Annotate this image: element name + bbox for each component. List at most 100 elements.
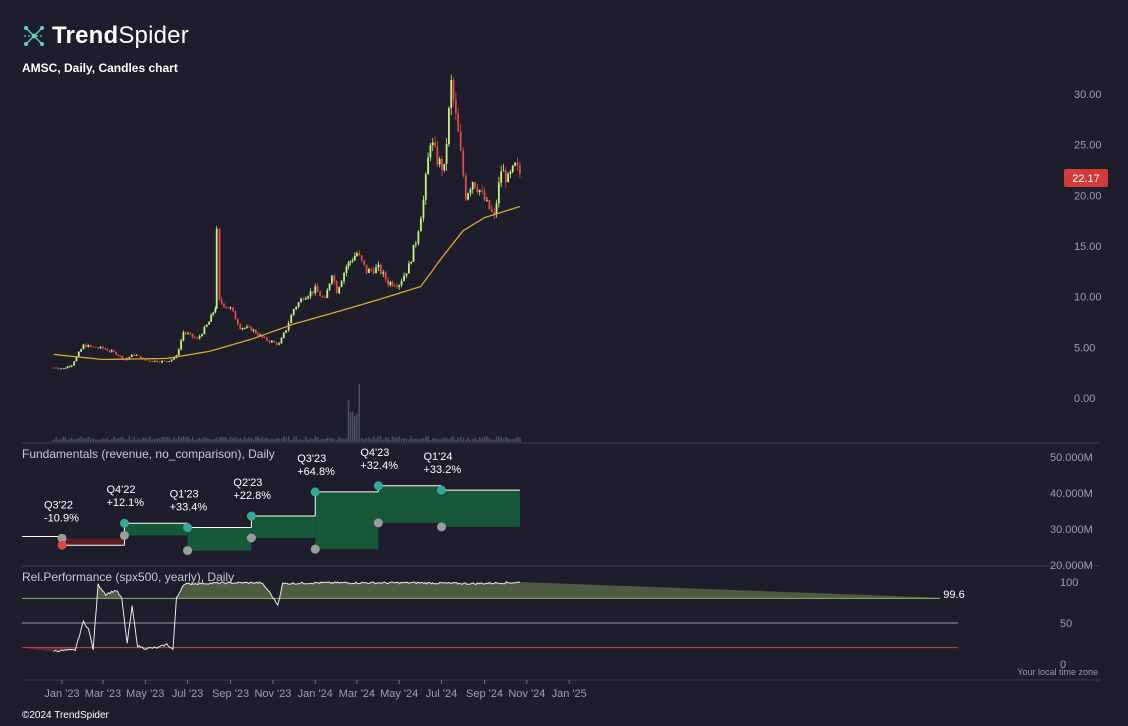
volume-bar <box>434 437 436 442</box>
volume-bar <box>324 438 326 442</box>
candle-body <box>158 361 161 363</box>
candle-body <box>431 142 434 146</box>
volume-bar <box>113 436 115 442</box>
fund-quarter-label: Q3'22 <box>44 499 73 511</box>
brand-name: TrendSpider <box>52 22 189 49</box>
volume-bar <box>384 437 387 442</box>
volume-bar <box>321 438 324 442</box>
chart-title: AMSC, Daily, Candles chart <box>22 61 178 75</box>
fund-step-area <box>378 485 442 523</box>
volume-bar <box>170 439 173 442</box>
candle-body <box>476 187 479 193</box>
candle-body <box>139 356 142 360</box>
volume-bar <box>121 436 124 442</box>
x-tick-label: Sep '24 <box>466 688 503 700</box>
fund-step-area <box>124 523 188 536</box>
volume-bar <box>314 436 317 442</box>
candle-body <box>403 275 405 282</box>
candle-body <box>149 360 151 362</box>
volume-bar <box>443 437 446 442</box>
rel-y-tick: 100 <box>1060 577 1078 589</box>
fund-step-area <box>187 527 252 551</box>
candle-body <box>343 273 345 282</box>
candle-body <box>87 345 90 348</box>
candle-body <box>106 349 109 351</box>
volume-bar <box>474 437 476 442</box>
volume-bar <box>77 438 80 442</box>
volume-bar <box>450 437 453 442</box>
candle-body <box>187 333 189 335</box>
candle-body <box>347 262 350 267</box>
volume-bar <box>128 436 131 442</box>
volume-bar <box>488 438 491 442</box>
candle-body <box>330 275 333 284</box>
volume-bar <box>448 439 450 442</box>
candle-body <box>358 253 361 256</box>
volume-bar <box>412 439 415 442</box>
candle-body <box>270 340 273 343</box>
volume-bar <box>375 438 377 442</box>
volume-bar <box>403 437 405 442</box>
candle-body <box>481 190 483 192</box>
candle-body <box>328 283 331 291</box>
candle-body <box>427 157 429 175</box>
candle-body <box>128 357 131 359</box>
candle-body <box>488 199 491 210</box>
volume-bar <box>285 437 287 442</box>
candle-body <box>365 264 368 273</box>
candle-body <box>85 344 87 348</box>
candle-body <box>370 269 373 271</box>
candle-body <box>57 368 60 370</box>
candle-body <box>234 311 237 320</box>
volume-bar <box>182 436 185 442</box>
x-tick-label: Jul '23 <box>172 688 203 700</box>
candle-body <box>422 199 425 219</box>
candle-body <box>218 228 221 300</box>
candle-body <box>110 350 113 352</box>
candle-body <box>252 329 255 331</box>
fund-prior-marker <box>183 546 193 556</box>
price-y-tick: 10.00 <box>1074 292 1102 304</box>
candle-body <box>223 303 225 307</box>
candle-body <box>483 191 486 201</box>
candle-body <box>189 333 192 335</box>
candle-body <box>196 337 199 339</box>
x-tick-label: Jul '24 <box>426 688 457 700</box>
candle-body <box>232 307 234 312</box>
candle-body <box>280 337 283 344</box>
volume-bar <box>300 439 302 442</box>
volume-bar <box>500 436 502 442</box>
volume-bar <box>398 436 400 442</box>
candle-body <box>151 361 154 363</box>
fund-quarter-label: Q3'23 <box>297 453 326 465</box>
volume-bar <box>149 436 151 442</box>
candle-body <box>363 260 366 265</box>
fund-step-area <box>441 490 520 527</box>
volume-bar <box>495 436 498 442</box>
candle-body <box>302 298 305 300</box>
volume-bar <box>455 439 457 442</box>
candle-body <box>80 349 83 352</box>
copyright: ©2024 TrendSpider <box>22 710 109 721</box>
fund-quarter-label: Q1'24 <box>424 451 453 463</box>
fund-value-marker <box>437 485 447 495</box>
x-tick-label: Mar '24 <box>339 688 375 700</box>
candle-body <box>462 150 465 176</box>
fund-step-area <box>251 516 316 538</box>
price-y-tick: 5.00 <box>1074 342 1095 354</box>
volume-bar <box>275 438 278 442</box>
volume-bar <box>142 437 144 442</box>
volume-bar <box>360 438 363 442</box>
candle-body <box>457 113 460 132</box>
candle-body <box>113 350 115 352</box>
candle-body <box>486 199 488 201</box>
candle-body <box>377 264 380 268</box>
volume-bar <box>66 439 69 442</box>
candle-body <box>292 309 295 316</box>
candle-body <box>478 190 481 193</box>
candles <box>52 74 521 370</box>
volume-bar <box>177 436 180 442</box>
volume-bar <box>452 436 455 442</box>
